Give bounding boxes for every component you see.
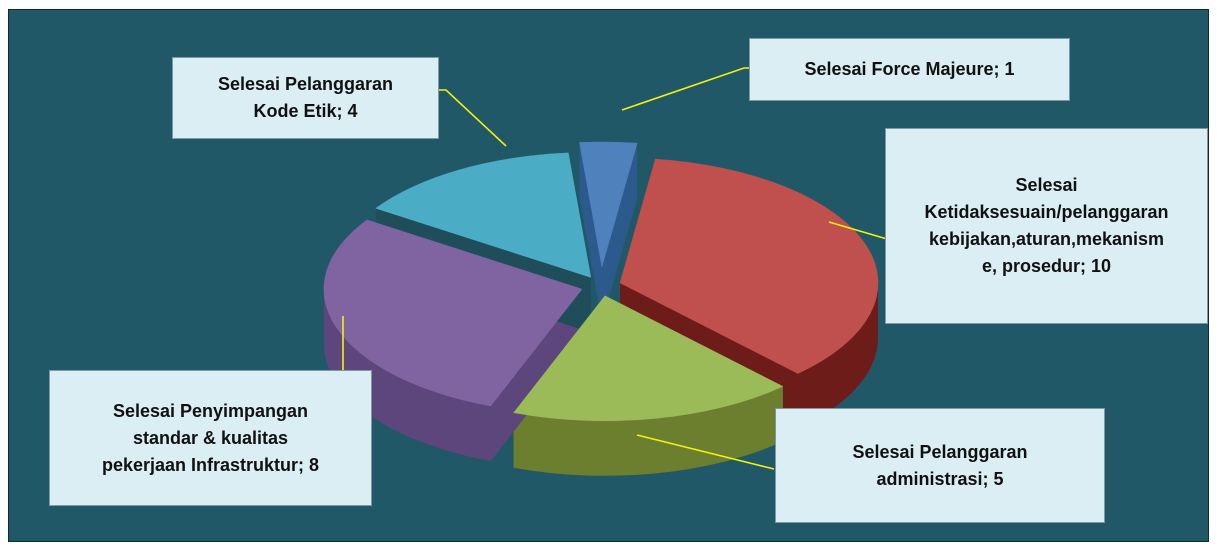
data-label-line: Selesai Pelanggaran: [217, 74, 394, 94]
slice-kode-etik: [375, 152, 592, 278]
slice-side-ketidaksesuaian-0: [797, 282, 879, 429]
data-label-line: pekerjaan Infrastruktur; 8: [101, 454, 320, 475]
slice-force-majeure: [579, 141, 638, 268]
pie-chart: [323, 67, 888, 476]
data-label-force-majeure: Selesai Force Majeure; 1: [749, 38, 1070, 101]
slice-penyimpangan: [323, 219, 583, 407]
leader-line-ketidaksesuaian: [828, 221, 888, 240]
slice-tops: [323, 141, 879, 422]
data-label-penyimpangan: Selesai Penyimpangan standar & kualitas …: [49, 370, 372, 506]
slice-administrasi: [513, 295, 784, 422]
data-label-line: Selesai: [1015, 175, 1078, 195]
data-label-line: Ketidaksesuain/pelanggaran: [924, 202, 1169, 222]
leader-line-kode-etik: [439, 89, 507, 147]
data-label-kode-etik: Selesai Pelanggaran Kode Etik; 4: [172, 57, 439, 139]
data-label-administrasi: Selesai Pelanggaran administrasi; 5: [775, 408, 1105, 523]
data-label-line: standar & kualitas: [132, 427, 289, 448]
data-label-ketidaksesuaian: Selesai Ketidaksesuain/pelanggaran kebij…: [885, 128, 1208, 324]
data-label-line: Selesai Force Majeure; 1: [804, 59, 1015, 79]
data-label-line: Selesai Pelanggaran: [852, 441, 1028, 462]
slice-wall-force-majeure-1: [601, 143, 638, 322]
data-label-line: administrasi; 5: [876, 468, 1004, 489]
data-label-line: Selesai Penyimpangan: [112, 400, 309, 421]
slice-side-administrasi-0: [513, 386, 783, 476]
slice-side-penyimpangan-0: [324, 289, 491, 461]
slice-wall-force-majeure-0: [579, 142, 602, 322]
data-label-line: kebijakan,aturan,mekanism: [928, 229, 1165, 249]
leader-lines: [342, 67, 888, 470]
chart-area: Selesai Force Majeure; 1 Selesai Ketidak…: [8, 9, 1209, 542]
data-label-line: Kode Etik; 4: [253, 101, 358, 121]
slice-ketidaksesuaian: [619, 158, 879, 374]
data-label-line: e, prosedur; 10: [981, 256, 1112, 276]
leader-line-administrasi: [636, 434, 775, 470]
leader-line-force-majeure: [621, 67, 749, 111]
